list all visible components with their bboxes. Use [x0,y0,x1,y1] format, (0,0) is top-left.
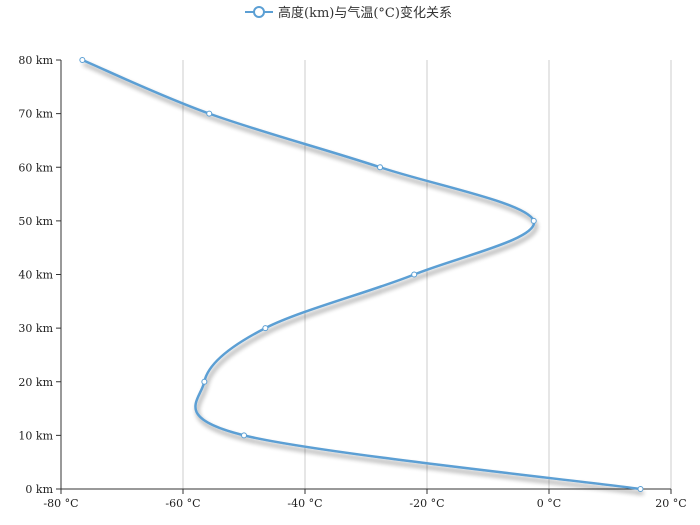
y-tick-label: 60 km [18,161,53,174]
x-tick-labels: -80 °C -60 °C -40 °C -20 °C 0 °C 20 °C [43,489,687,510]
grid [182,60,672,489]
data-point[interactable] [262,325,269,332]
legend-marker-icon [253,6,265,18]
y-tick-label: 40 km [18,269,53,282]
y-tick-label: 0 km [25,483,53,496]
axes [60,60,671,490]
x-tick-label: -80 °C [43,497,78,510]
legend[interactable]: 高度(km)与气温(°C)变化关系 [245,5,452,21]
x-tick-label: -40 °C [287,497,322,510]
series-line [81,58,642,491]
y-tick-label: 20 km [18,376,53,389]
y-tick-label: 50 km [18,215,53,228]
data-points [79,57,644,492]
data-point[interactable] [377,164,384,171]
data-point[interactable] [206,110,213,117]
series-temperature [81,58,642,491]
x-tick-label: -20 °C [409,497,444,510]
x-tick-label: -60 °C [165,497,200,510]
x-tick-label: 20 °C [655,497,686,510]
y-tick-label: 10 km [18,429,53,442]
data-point[interactable] [241,432,247,439]
x-tick-label: 0 °C [537,497,561,510]
data-point[interactable] [201,378,208,385]
data-point[interactable] [411,271,418,278]
y-tick-label: 30 km [18,322,53,335]
data-point[interactable] [637,486,644,492]
y-tick-labels: 0 km 10 km 20 km 30 km 40 km 50 km 60 km 70 km 8… [18,54,61,496]
data-point[interactable] [530,217,537,224]
data-point[interactable] [79,57,86,63]
y-tick-label: 70 km [18,108,53,121]
legend-label: 高度(km)与气温(°C)变化关系 [278,5,452,21]
y-tick-label: 80 km [18,54,53,67]
